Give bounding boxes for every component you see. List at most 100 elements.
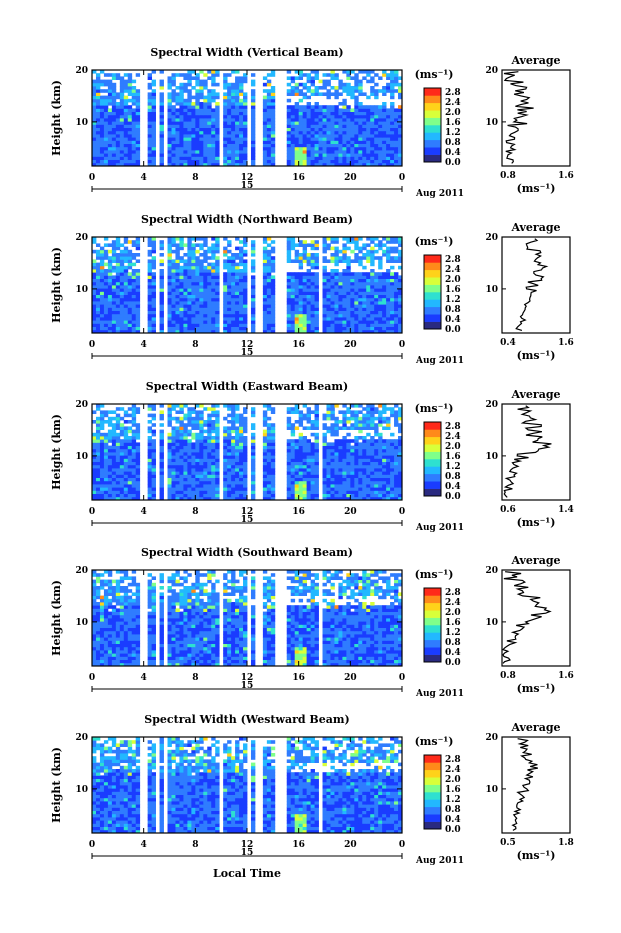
heatmap-cell — [271, 124, 275, 128]
heatmap-cell — [350, 160, 354, 164]
heatmap-cell — [239, 144, 243, 148]
heatmap-cell — [342, 256, 346, 260]
heatmap-cell — [346, 317, 350, 321]
heatmap-cell — [183, 73, 187, 77]
heatmap-cell — [295, 323, 299, 327]
heatmap-cell — [199, 269, 203, 273]
heatmap-cell — [366, 468, 370, 472]
heatmap-cell — [191, 150, 195, 154]
heatmap-cell — [136, 282, 140, 286]
heatmap-cell — [370, 118, 374, 122]
heatmap-cell — [171, 263, 175, 267]
heatmap-cell — [338, 323, 342, 327]
heatmap-cell — [378, 301, 382, 305]
heatmap-cell — [299, 275, 303, 279]
heatmap-cell — [330, 474, 334, 478]
heatmap-cell — [271, 153, 275, 157]
heatmap-cell — [152, 484, 156, 488]
heatmap-cell — [211, 317, 215, 321]
heatmap-cell — [299, 478, 303, 482]
heatmap-cell — [338, 259, 342, 263]
heatmap-cell — [223, 288, 227, 292]
heatmap-cell — [271, 105, 275, 109]
heatmap-cell — [338, 446, 342, 450]
heatmap-cell — [104, 279, 108, 283]
heatmap-cell — [160, 487, 164, 491]
heatmap-cell — [211, 272, 215, 276]
heatmap-cell — [223, 76, 227, 80]
heatmap-cell — [92, 442, 96, 446]
heatmap-cell — [175, 243, 179, 247]
heatmap-cell — [330, 494, 334, 498]
heatmap-cell — [263, 160, 267, 164]
heatmap-cell — [378, 153, 382, 157]
heatmap-cell — [315, 285, 319, 289]
heatmap-cell — [267, 285, 271, 289]
heatmap-cell — [199, 83, 203, 87]
heatmap-cell — [132, 468, 136, 472]
heatmap-cell — [175, 323, 179, 327]
heatmap-cell — [386, 89, 390, 93]
heatmap-cell — [291, 112, 295, 116]
heatmap-cell — [191, 118, 195, 122]
heatmap-cell — [239, 147, 243, 151]
heatmap-cell — [239, 83, 243, 87]
heatmap-cell — [120, 86, 124, 90]
heatmap-cell — [104, 323, 108, 327]
heatmap-cell — [92, 317, 96, 321]
heatmap-cell — [307, 298, 311, 302]
heatmap-cell — [378, 468, 382, 472]
heatmap-cell — [92, 301, 96, 305]
heatmap-cell — [287, 156, 291, 160]
heatmap-cell — [104, 144, 108, 148]
heatmap-cell — [362, 137, 366, 141]
heatmap-cell — [108, 140, 112, 144]
heatmap-cell — [235, 458, 239, 462]
heatmap-cell — [358, 301, 362, 305]
heatmap-cell — [132, 285, 136, 289]
heatmap-cell — [287, 99, 291, 103]
heatmap-cell — [223, 433, 227, 437]
heatmap-cell — [231, 150, 235, 154]
heatmap-cell — [215, 124, 219, 128]
heatmap-cell — [100, 96, 104, 100]
heatmap-cell — [374, 92, 378, 96]
heatmap-cell — [394, 89, 398, 93]
heatmap-cell — [112, 462, 116, 466]
heatmap-cell — [100, 156, 104, 160]
heatmap-cell — [108, 323, 112, 327]
heatmap-cell — [120, 439, 124, 443]
heatmap-cell — [227, 137, 231, 141]
heatmap-cell — [175, 288, 179, 292]
heatmap-cell — [148, 73, 152, 77]
heatmap-cell — [227, 96, 231, 100]
heatmap-cell — [378, 449, 382, 453]
heatmap-cell — [390, 433, 394, 437]
heatmap-cell — [195, 250, 199, 254]
heatmap-cell — [263, 121, 267, 125]
heatmap-cell — [160, 259, 164, 263]
heatmap-cell — [338, 150, 342, 154]
heatmap-cell — [362, 253, 366, 257]
heatmap-cell — [132, 269, 136, 273]
heatmap-cell — [334, 272, 338, 276]
heatmap-cell — [112, 134, 116, 138]
heatmap-cell — [326, 487, 330, 491]
heatmap-cell — [207, 282, 211, 286]
heatmap-cell — [179, 282, 183, 286]
heatmap-cell — [315, 128, 319, 132]
heatmap-cell — [132, 89, 136, 93]
heatmap-cell — [330, 449, 334, 453]
heatmap-cell — [263, 124, 267, 128]
heatmap-cell — [263, 128, 267, 132]
heatmap-cell — [231, 307, 235, 311]
heatmap-cell — [338, 160, 342, 164]
heatmap-cell — [346, 275, 350, 279]
heatmap-cell — [271, 311, 275, 315]
heatmap-cell — [386, 449, 390, 453]
heatmap-cell — [338, 121, 342, 125]
heatmap-cell — [168, 439, 172, 443]
heatmap-cell — [346, 279, 350, 283]
heatmap-cell — [171, 96, 175, 100]
heatmap-cell — [112, 147, 116, 151]
